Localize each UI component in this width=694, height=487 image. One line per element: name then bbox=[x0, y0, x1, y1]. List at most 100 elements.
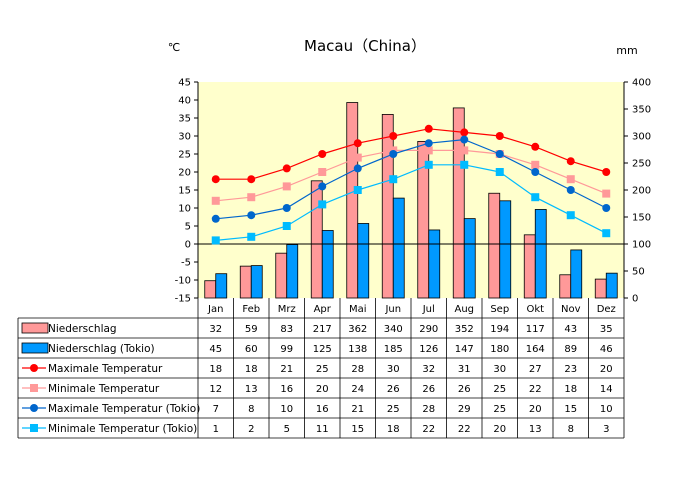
point-maximale-temperatur-nov bbox=[566, 157, 575, 166]
right-tick-label: 300 bbox=[632, 132, 651, 143]
category-label: Jan bbox=[207, 304, 223, 315]
table-cell-niederschlag-tokio-: 126 bbox=[419, 344, 438, 355]
table-cell-minimale-temperatur: 16 bbox=[280, 384, 293, 395]
right-tick-label: 250 bbox=[632, 159, 651, 170]
category-label: Sep bbox=[490, 304, 509, 315]
point-maximale-temperatur-tokio--aug bbox=[460, 135, 469, 144]
bar-niederschlag-jun bbox=[381, 114, 394, 299]
table-cell-maximale-temperatur: 23 bbox=[564, 364, 577, 375]
table-cell-minimale-temperatur: 24 bbox=[351, 384, 364, 395]
point-minimale-temperatur-tokio--aug bbox=[460, 160, 469, 169]
table-cell-minimale-temperatur: 22 bbox=[529, 384, 542, 395]
right-tick-label: 150 bbox=[632, 213, 651, 224]
right-tick-label: 0 bbox=[632, 294, 638, 305]
bar-niederschlag-tokio--dez bbox=[605, 272, 618, 299]
point-minimale-temperatur-mai bbox=[353, 153, 362, 162]
point-minimale-temperatur-tokio--mrz bbox=[282, 222, 291, 230]
table-cell-minimale-temperatur: 12 bbox=[209, 384, 222, 395]
bar-niederschlag-tokio--mai bbox=[357, 223, 370, 299]
point-maximale-temperatur-feb bbox=[247, 175, 256, 184]
left-tick-label: 45 bbox=[178, 78, 191, 89]
legend-label-niederschlag-tokio-: Niederschlag (Tokio) bbox=[48, 343, 155, 355]
point-minimale-temperatur-tokio--jan bbox=[211, 236, 220, 245]
point-maximale-temperatur-sep bbox=[495, 132, 504, 140]
table-cell-maximale-temperatur: 30 bbox=[387, 364, 400, 375]
table-cell-minimale-temperatur-tokio-: 20 bbox=[493, 424, 506, 435]
table-cell-maximale-temperatur-tokio-: 10 bbox=[280, 404, 293, 415]
point-minimale-temperatur-tokio--feb bbox=[247, 232, 256, 241]
bar-niederschlag-tokio--nov bbox=[570, 249, 583, 299]
bar-niederschlag-mai bbox=[346, 102, 359, 299]
left-tick-label: 40 bbox=[178, 96, 191, 107]
category-label: Jun bbox=[384, 304, 401, 315]
table-cell-minimale-temperatur-tokio-: 1 bbox=[213, 424, 219, 435]
table-cell-niederschlag: 83 bbox=[280, 324, 293, 335]
left-tick-label: 0 bbox=[185, 240, 191, 251]
point-minimale-temperatur-okt bbox=[531, 160, 540, 169]
left-axis-unit: ℃ bbox=[168, 41, 180, 54]
category-label: Feb bbox=[242, 304, 260, 315]
legend-marker-minimale-temperatur-tokio- bbox=[30, 424, 38, 432]
left-tick-label: 5 bbox=[185, 222, 191, 233]
right-tick-label: 50 bbox=[632, 267, 645, 278]
table-cell-maximale-temperatur: 30 bbox=[493, 364, 506, 375]
table-cell-niederschlag: 59 bbox=[245, 324, 258, 335]
bar-niederschlag-mrz bbox=[275, 252, 288, 299]
table-cell-minimale-temperatur: 25 bbox=[493, 384, 506, 395]
table-cell-maximale-temperatur: 18 bbox=[245, 364, 258, 375]
left-tick-label: 10 bbox=[178, 204, 191, 215]
table-cell-niederschlag: 352 bbox=[455, 324, 474, 335]
table-cell-niederschlag-tokio-: 60 bbox=[245, 344, 258, 355]
point-minimale-temperatur-tokio--dez bbox=[602, 229, 611, 238]
plot-area bbox=[198, 82, 624, 298]
table-cell-minimale-temperatur-tokio-: 22 bbox=[422, 424, 435, 435]
table-cell-niederschlag: 32 bbox=[209, 324, 222, 335]
table-cell-niederschlag-tokio-: 185 bbox=[384, 344, 403, 355]
point-minimale-temperatur-tokio--apr bbox=[318, 200, 327, 209]
legend-marker-minimale-temperatur bbox=[30, 384, 38, 392]
point-maximale-temperatur-mai bbox=[353, 139, 362, 148]
table-cell-maximale-temperatur-tokio-: 15 bbox=[564, 404, 577, 415]
point-minimale-temperatur-jan bbox=[211, 196, 220, 205]
table-cell-maximale-temperatur: 25 bbox=[316, 364, 329, 375]
table-cell-niederschlag: 194 bbox=[490, 324, 509, 335]
bar-niederschlag-tokio--aug bbox=[463, 218, 476, 299]
bar-niederschlag-tokio--mrz bbox=[286, 244, 299, 299]
table-cell-niederschlag: 340 bbox=[384, 324, 403, 335]
line-maximale-temperatur-tokio- bbox=[215, 138, 607, 220]
table-cell-minimale-temperatur: 13 bbox=[245, 384, 258, 395]
category-label: Jul bbox=[422, 304, 435, 315]
category-label: Dez bbox=[597, 304, 616, 315]
table-cell-maximale-temperatur-tokio-: 21 bbox=[351, 404, 364, 415]
axes-layer: -15 -10 -5 0 5 10 15 20 25 30 35 40 45 0 50 100 150 200 25… bbox=[175, 78, 651, 305]
bar-niederschlag-tokio--jul bbox=[428, 229, 441, 299]
bar-niederschlag-tokio--apr bbox=[321, 230, 334, 299]
point-minimale-temperatur-apr bbox=[318, 168, 327, 176]
category-label: Nov bbox=[561, 304, 581, 315]
table-cell-minimale-temperatur-tokio-: 13 bbox=[529, 424, 542, 435]
table-cell-minimale-temperatur-tokio-: 11 bbox=[316, 424, 329, 435]
point-maximale-temperatur-apr bbox=[318, 150, 327, 158]
table-cell-minimale-temperatur-tokio-: 8 bbox=[568, 424, 574, 435]
legend-label-maximale-temperatur: Maximale Temperatur bbox=[48, 363, 163, 375]
category-label: Aug bbox=[454, 304, 474, 315]
category-label: Apr bbox=[314, 304, 332, 315]
table-cell-minimale-temperatur-tokio-: 22 bbox=[458, 424, 471, 435]
table-cell-niederschlag: 290 bbox=[419, 324, 438, 335]
bar-niederschlag-feb bbox=[239, 265, 252, 299]
legend-swatch-niederschlag bbox=[21, 322, 49, 334]
point-minimale-temperatur-feb bbox=[247, 193, 256, 202]
table-cell-niederschlag: 43 bbox=[564, 324, 577, 335]
table-cell-minimale-temperatur: 26 bbox=[422, 384, 435, 395]
point-minimale-temperatur-jul bbox=[424, 146, 433, 155]
table-cell-niederschlag-tokio-: 125 bbox=[313, 344, 332, 355]
table-cell-maximale-temperatur-tokio-: 10 bbox=[600, 404, 613, 415]
table-cell-maximale-temperatur: 18 bbox=[209, 364, 222, 375]
left-tick-label: 30 bbox=[178, 132, 191, 143]
point-minimale-temperatur-aug bbox=[460, 146, 469, 155]
point-maximale-temperatur-tokio--jul bbox=[424, 139, 433, 148]
table-cell-maximale-temperatur-tokio-: 29 bbox=[458, 404, 471, 415]
point-minimale-temperatur-tokio--okt bbox=[531, 193, 540, 202]
point-maximale-temperatur-okt bbox=[531, 142, 540, 151]
right-tick-label: 350 bbox=[632, 105, 651, 116]
